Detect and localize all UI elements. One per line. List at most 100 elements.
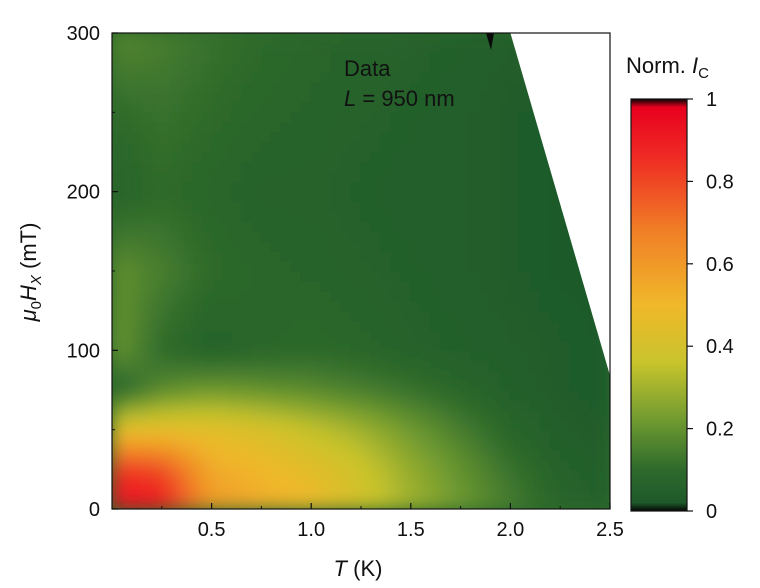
- heatmap-cell: [460, 181, 472, 193]
- heatmap-cell: [480, 72, 491, 84]
- heatmap-cell: [191, 220, 203, 232]
- heatmap-cell: [539, 310, 551, 322]
- heatmap-cell: [141, 379, 153, 391]
- heatmap-cell: [270, 201, 282, 212]
- heatmap-cell: [380, 101, 392, 113]
- heatmap-cell: [320, 230, 332, 242]
- heatmap-cell: [470, 52, 482, 64]
- heatmap-cell: [131, 171, 143, 183]
- heatmap-cell: [171, 121, 183, 133]
- heatmap-cell: [300, 359, 312, 371]
- heatmap-cell: [151, 62, 163, 74]
- heatmap-cell: [191, 280, 203, 292]
- heatmap-cell: [191, 379, 203, 391]
- heatmap-cell: [380, 72, 392, 84]
- heatmap-cell: [250, 82, 262, 93]
- heatmap-cell: [151, 399, 163, 411]
- heatmap-cell: [240, 290, 252, 302]
- heatmap-cell: [599, 488, 610, 500]
- heatmap-cell: [151, 220, 163, 232]
- heatmap-cell: [440, 399, 452, 411]
- heatmap-cell: [231, 191, 242, 203]
- heatmap-cell: [539, 151, 551, 163]
- heatmap-cell: [221, 131, 233, 143]
- heatmap-cell: [529, 131, 541, 143]
- heatmap-cell: [300, 488, 312, 500]
- heatmap-cell: [410, 379, 422, 391]
- heatmap-cell: [460, 101, 472, 113]
- heatmap-cell: [181, 359, 193, 371]
- heatmap-cell: [151, 280, 163, 292]
- heatmap-cell: [559, 389, 571, 401]
- heatmap-cell: [360, 488, 372, 500]
- heatmap-cell: [320, 349, 332, 361]
- heatmap-cell: [290, 488, 302, 500]
- heatmap-cell: [559, 409, 571, 421]
- heatmap-cell: [260, 409, 272, 421]
- heatmap-cell: [430, 488, 442, 500]
- heatmap-cell: [300, 429, 312, 441]
- heatmap-cell: [360, 429, 372, 441]
- heatmap-cell: [191, 250, 203, 262]
- heatmap-cell: [450, 82, 462, 93]
- heatmap-cell: [450, 121, 462, 133]
- heatmap-cell: [460, 488, 472, 500]
- heatmap-cell: [330, 240, 342, 252]
- heatmap-cell: [320, 72, 332, 84]
- heatmap-cell: [221, 439, 233, 450]
- heatmap-cell: [250, 300, 262, 312]
- heatmap-cell: [380, 449, 392, 460]
- heatmap-cell: [131, 389, 143, 401]
- heatmap-cell: [400, 181, 412, 193]
- heatmap-cell: [280, 310, 292, 322]
- heatmap-cell: [280, 290, 292, 302]
- heatmap-cell: [191, 458, 203, 470]
- heatmap-cell: [519, 161, 531, 173]
- heatmap-cell: [499, 92, 511, 103]
- heatmap-cell: [161, 72, 173, 84]
- heatmap-cell: [201, 181, 213, 193]
- heatmap-cell: [270, 478, 282, 490]
- heatmap-cell: [450, 191, 462, 203]
- heatmap-cell: [171, 220, 183, 232]
- heatmap-cell: [400, 220, 412, 232]
- heatmap-cell: [290, 419, 302, 431]
- heatmap-cell: [410, 211, 422, 222]
- heatmap-cell: [499, 458, 511, 470]
- heatmap-cell: [300, 141, 312, 153]
- heatmap-cell: [141, 409, 153, 421]
- heatmap-cell: [121, 171, 133, 183]
- heatmap-cell: [151, 230, 163, 242]
- heatmap-cell: [171, 171, 183, 183]
- heatmap-cell: [280, 260, 292, 272]
- heatmap-cell: [320, 181, 332, 193]
- heatmap-cell: [240, 72, 252, 84]
- heatmap-cell: [171, 419, 183, 431]
- heatmap-cell: [420, 121, 432, 133]
- heatmap-cell: [320, 300, 332, 312]
- heatmap-cell: [231, 379, 242, 391]
- heatmap-cell: [211, 42, 223, 54]
- heatmap-cell: [350, 211, 362, 222]
- heatmap-cell: [440, 449, 452, 460]
- heatmap-cell: [270, 121, 282, 133]
- heatmap-cell: [112, 498, 123, 509]
- heatmap-cell: [141, 52, 153, 64]
- heatmap-cell: [440, 230, 452, 242]
- heatmap-cell: [320, 201, 332, 212]
- heatmap-cell: [330, 101, 342, 113]
- heatmap-cell: [310, 62, 322, 74]
- heatmap-cell: [509, 141, 521, 153]
- heatmap-cell: [250, 399, 262, 411]
- heatmap-cell: [370, 151, 382, 163]
- heatmap-cell: [420, 101, 432, 113]
- heatmap-cell: [260, 359, 272, 371]
- heatmap-cell: [300, 379, 312, 391]
- heatmap-cell: [112, 379, 123, 391]
- x-tick-label: 0.5: [198, 519, 226, 541]
- heatmap-cell: [360, 72, 372, 84]
- heatmap-cell: [430, 161, 442, 173]
- heatmap-cell: [579, 429, 591, 441]
- heatmap-cell: [420, 449, 432, 460]
- heatmap-cell: [151, 42, 163, 54]
